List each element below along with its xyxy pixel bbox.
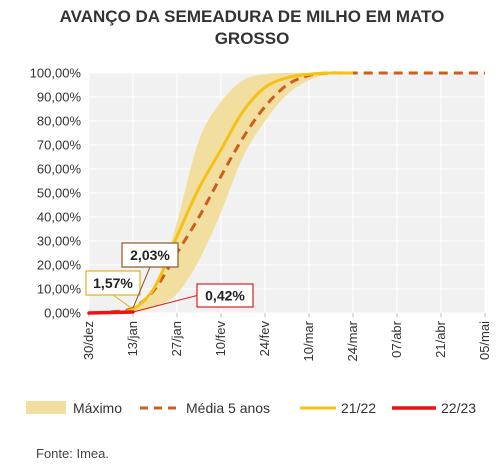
y-tick-label: 80,00% (37, 114, 82, 129)
legend-swatch-maximo (26, 401, 66, 414)
callout-label: 1,57% (93, 275, 133, 291)
x-tick-label: 24/mar (345, 320, 360, 361)
callout-box (85, 270, 141, 296)
legend-label: Máximo (73, 400, 122, 416)
chart-title-line1: AVANÇO DA SEMEADURA DE MILHO EM MATO (59, 7, 445, 26)
callout-leader (112, 294, 134, 310)
series-lines-layer (87, 71, 485, 315)
y-tick-label: 70,00% (37, 138, 82, 153)
series-2223-line (87, 310, 135, 315)
x-tick-label: 05/mai (477, 321, 492, 360)
chart-title: AVANÇO DA SEMEADURA DE MILHO EM MATO GRO… (0, 6, 504, 50)
x-tick-label: 10/fev (213, 321, 228, 357)
y-tick-label: 40,00% (37, 210, 82, 225)
y-tick-label: 0,00% (44, 306, 81, 321)
y-tick-label: 20,00% (37, 258, 82, 273)
x-tick-label: 27/jan (169, 321, 184, 356)
source-note: Fonte: Imea. (36, 446, 109, 461)
legend-label: 21/22 (341, 400, 376, 416)
legend: Máximo Média 5 anos 21/22 22/23 (26, 400, 476, 416)
callout-box (121, 242, 179, 268)
x-axis-ticks: 30/dez 13/jan 27/jan 10/fev 24/fev 10/mar 24/m… (81, 320, 492, 361)
y-tick-label: 10,00% (37, 282, 82, 297)
callout-label: 0,42% (205, 288, 245, 304)
chart-title-line2: GROSSO (214, 29, 290, 48)
callout-leader (132, 295, 198, 313)
callouts-layer: 1,57% 2,03% 0,42% (85, 242, 254, 313)
callout-leader (132, 266, 151, 309)
callout-label: 2,03% (130, 247, 170, 263)
gridlines (88, 72, 486, 317)
x-tick-label: 30/dez (81, 321, 96, 360)
x-tick-label: 21/abr (433, 320, 448, 358)
legend-label: Média 5 anos (186, 400, 270, 416)
x-tick-label: 10/mar (301, 320, 316, 361)
x-tick-label: 13/jan (125, 321, 140, 356)
x-tick-label: 24/fev (257, 321, 272, 357)
y-tick-label: 100,00% (30, 66, 82, 81)
y-tick-label: 90,00% (37, 90, 82, 105)
y-axis-ticks: 0,00% 10,00% 20,00% 30,00% 40,00% 50,00% 60,00… (30, 66, 82, 321)
legend-label: 22/23 (441, 400, 476, 416)
series-2122-line (110, 71, 354, 314)
x-tick-label: 07/abr (389, 320, 404, 358)
y-tick-label: 30,00% (37, 234, 82, 249)
y-tick-label: 50,00% (37, 186, 82, 201)
y-tick-label: 60,00% (37, 162, 82, 177)
callout-box (196, 283, 254, 308)
